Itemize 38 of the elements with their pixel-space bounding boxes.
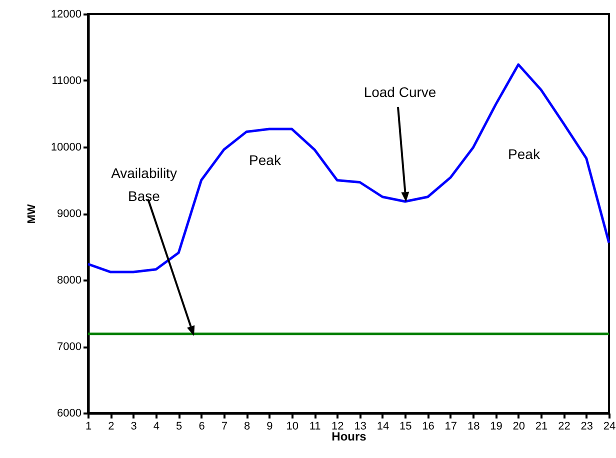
x-tick-label: 4 (153, 420, 160, 432)
x-tick-label: 23 (580, 420, 593, 432)
annotation: Peak (249, 152, 282, 168)
x-tick-label: 21 (535, 420, 548, 432)
x-tick-label: 8 (244, 420, 250, 432)
x-tick-label: 18 (467, 420, 480, 432)
y-tick-label: 7000 (57, 341, 82, 353)
x-tick-label: 14 (376, 420, 390, 432)
x-tick-label: 13 (354, 420, 366, 432)
y-tick-label: 10000 (50, 142, 82, 154)
x-tick-label: 15 (400, 420, 412, 432)
line-series (86, 63, 610, 274)
x-tick-label: 1 (85, 420, 92, 432)
x-tick-label: 7 (221, 420, 228, 432)
x-tick-label: 10 (286, 420, 298, 432)
x-tick-label: 11 (309, 420, 321, 432)
x-tick-label: 2 (108, 420, 114, 432)
y-axis-title: MW (26, 204, 38, 224)
y-tick-label: 8000 (57, 274, 82, 286)
y-tick-label: 11000 (52, 75, 82, 87)
annotation: Load Curve (364, 84, 436, 100)
x-tick-label: 12 (332, 420, 344, 432)
x-tick-label: 19 (490, 420, 502, 432)
x-tick-label: 20 (512, 420, 526, 432)
x-tick-label: 6 (198, 420, 205, 432)
y-tick-label: 9000 (57, 208, 82, 220)
y-tick-label: 6000 (57, 408, 82, 420)
annotation: Availability Base (111, 165, 177, 204)
x-tick-label: 22 (558, 420, 570, 432)
y-tick-label: 12000 (50, 8, 82, 20)
x-tick-label: 24 (603, 420, 616, 432)
x-tick-label: 16 (422, 420, 434, 432)
x-tick-label: 5 (176, 420, 182, 432)
x-axis-title: Hours (332, 430, 367, 444)
x-tick-label: 17 (444, 420, 458, 432)
x-tick-label: 3 (130, 420, 137, 432)
x-tick-label: 9 (266, 420, 273, 432)
annotation: Peak (508, 146, 541, 162)
